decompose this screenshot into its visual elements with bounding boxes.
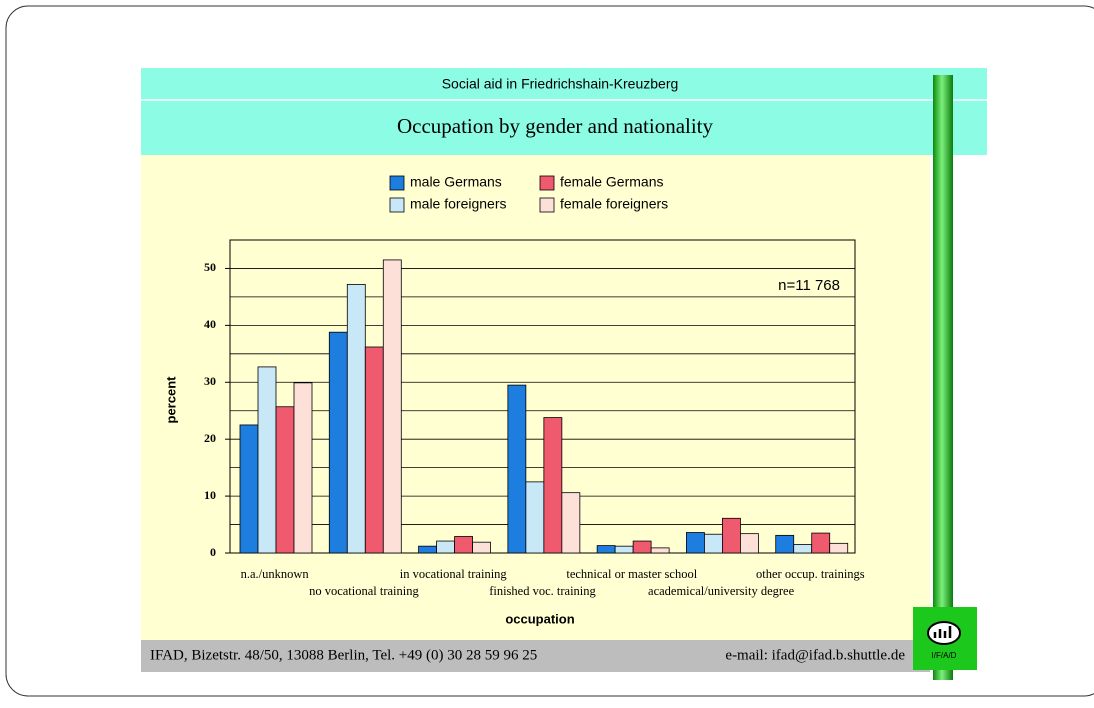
- bar: [436, 540, 455, 554]
- bar: [829, 542, 849, 554]
- green-bar: [933, 75, 953, 680]
- bar: [775, 534, 795, 554]
- footer-email: e-mail: ifad@ifad.b.shuttle.de: [725, 647, 905, 663]
- bar: [382, 259, 402, 554]
- x-axis-label: occupation: [505, 611, 574, 626]
- bar: [346, 283, 366, 554]
- y-axis-label: percent: [163, 376, 178, 424]
- bar: [525, 481, 545, 554]
- logo-bars: [933, 626, 952, 638]
- legend-swatch: [389, 175, 405, 191]
- y-tick-label: 40: [204, 317, 216, 331]
- bar: [740, 533, 759, 554]
- x-tick-label: academical/university degree: [648, 584, 795, 598]
- logo-text: I/F/A/D: [932, 651, 957, 660]
- title: Occupation by gender and nationality: [397, 114, 714, 138]
- legend-swatch: [539, 197, 555, 213]
- legend-swatch: [539, 175, 555, 191]
- subtitle: Social aid in Friedrichshain-Kreuzberg: [442, 76, 679, 92]
- x-tick-label: finished voc. training: [489, 584, 596, 598]
- x-tick-label: n.a./unknown: [241, 567, 310, 581]
- footer-address: IFAD, Bizetstr. 48/50, 13088 Berlin, Tel…: [150, 647, 537, 663]
- bar: [686, 532, 705, 554]
- bar: [454, 536, 473, 554]
- bar: [793, 544, 813, 554]
- y-tick-label: 20: [204, 431, 216, 445]
- bar: [614, 545, 634, 554]
- x-tick-label: no vocational training: [309, 584, 419, 598]
- bar: [293, 382, 313, 554]
- bar: [239, 424, 259, 554]
- x-tick-label: technical or master school: [566, 567, 697, 581]
- bar: [704, 533, 723, 554]
- chart: 0 10 20 30 40 50 percent occupation n=11 768 n.a.…: [163, 174, 864, 627]
- x-tick-label: in vocational training: [400, 567, 508, 581]
- bar: [811, 532, 831, 554]
- bar: [418, 545, 437, 554]
- legend-label: female foreigners: [560, 196, 668, 212]
- bar: [328, 331, 348, 554]
- bar: [722, 517, 741, 554]
- header-band: [141, 68, 987, 155]
- y-tick-label: 0: [210, 545, 216, 559]
- bar: [561, 492, 581, 554]
- annotation: n=11 768: [778, 277, 840, 294]
- legend-label: male Germans: [410, 174, 502, 190]
- legend-swatch: [389, 197, 405, 213]
- bar: [257, 366, 277, 554]
- x-tick-label: other occup. trainings: [756, 567, 865, 581]
- bar: [543, 417, 563, 554]
- bar: [507, 384, 527, 554]
- bar: [472, 541, 491, 554]
- bar: [650, 547, 670, 554]
- bar: [364, 346, 384, 554]
- bar: [275, 406, 295, 554]
- y-tick-label: 30: [204, 374, 216, 388]
- y-tick-label: 10: [204, 488, 216, 502]
- legend-label: male foreigners: [410, 196, 507, 212]
- bar: [632, 540, 652, 554]
- bar: [596, 545, 616, 554]
- frame: [5, 5, 1094, 697]
- legend-label: female Germans: [560, 174, 663, 190]
- y-tick-label: 50: [204, 260, 216, 274]
- footer-band: [141, 640, 930, 672]
